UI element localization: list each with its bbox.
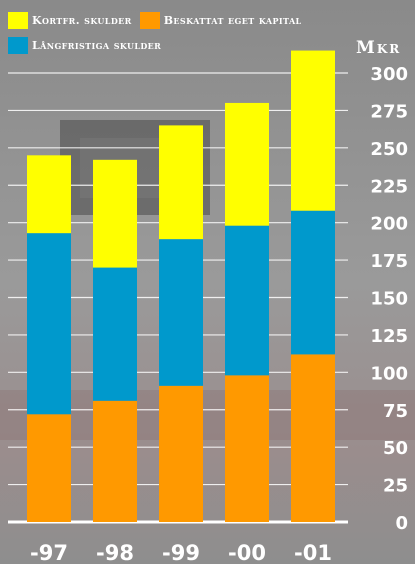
y-tick-label: 250: [370, 139, 408, 160]
y-tick-label: 25: [383, 476, 408, 497]
legend-label-kortfr: Kortfr. skulder: [32, 14, 132, 27]
y-tick-label: 100: [370, 363, 408, 384]
legend-swatch-eget-kapital: [139, 12, 160, 29]
legend-label-langfristiga: Långfristiga skulder: [32, 39, 162, 52]
legend-row-2: Långfristiga skulder: [8, 37, 161, 54]
x-tick-labels: -97 -98 -99 -00 -01: [30, 541, 332, 564]
bar-segment: [27, 155, 71, 234]
bar-segment: [225, 225, 269, 376]
y-tick-labels: 0 25 50 75 100 125 150 175 200 225 250 275 300: [370, 64, 408, 534]
bar-segment: [93, 267, 137, 401]
y-tick-label: 300: [370, 64, 408, 85]
y-tick-label: 50: [383, 438, 408, 459]
legend-swatch-kortfr: [8, 12, 28, 29]
y-tick-label: 225: [370, 176, 408, 197]
bar-segment: [291, 210, 335, 355]
bar-segment: [159, 239, 203, 386]
y-tick-label: 175: [370, 251, 408, 272]
y-tick-label: 275: [370, 101, 408, 122]
bar-segment: [159, 125, 203, 240]
bar-segment: [225, 102, 269, 226]
x-tick-label: -01: [294, 541, 332, 564]
x-tick-label: -99: [162, 541, 200, 564]
bar-segment: [291, 354, 335, 522]
bar-segment: [225, 375, 269, 522]
bar-segment: [291, 50, 335, 211]
y-tick-label: 200: [370, 214, 408, 235]
bar-segment: [27, 233, 71, 415]
y-tick-label: 150: [370, 289, 408, 310]
legend-row-1: Kortfr. skulder Beskattat eget kapital: [8, 12, 302, 29]
bar-group: [27, 50, 335, 522]
unit-label: Mkr: [356, 38, 402, 58]
legend-swatch-langfristiga: [8, 37, 28, 54]
y-tick-label: 75: [383, 401, 408, 422]
y-tick-label: 0: [395, 513, 408, 534]
x-tick-label: -98: [96, 541, 134, 564]
x-tick-label: -00: [228, 541, 266, 564]
bar-segment: [27, 414, 71, 522]
legend-label-eget-kapital: Beskattat eget kapital: [163, 14, 302, 27]
bar-segment: [93, 159, 137, 268]
x-tick-label: -97: [30, 541, 68, 564]
bar-segment: [159, 385, 203, 522]
bar-segment: [93, 400, 137, 522]
y-tick-label: 125: [370, 326, 408, 347]
